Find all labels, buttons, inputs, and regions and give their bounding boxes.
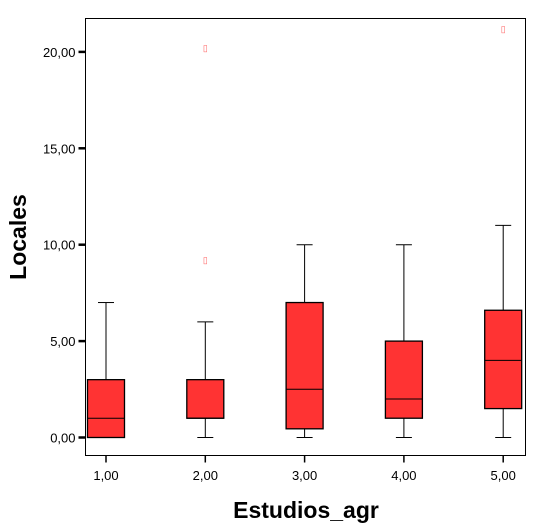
y-tick-label: 0,00 xyxy=(50,431,75,446)
x-axis: 1,00 2,00 3,00 4,00 5,00 xyxy=(93,456,516,484)
box-iqr xyxy=(88,380,125,438)
y-tick-label: 20,00 xyxy=(43,45,76,60)
y-tick-label: 15,00 xyxy=(43,141,76,156)
outlier-point: ▯ xyxy=(203,255,208,265)
box-iqr xyxy=(286,303,323,429)
y-axis: 0,00 5,00 10,00 15,00 20,00 xyxy=(43,45,86,446)
x-tick-label: 2,00 xyxy=(193,468,218,483)
y-tick-label: 10,00 xyxy=(43,238,76,253)
outlier-point: ▯ xyxy=(501,24,506,34)
x-axis-title: Estudios_agr xyxy=(233,497,379,523)
x-tick-label: 4,00 xyxy=(391,468,416,483)
y-tick-label: 5,00 xyxy=(50,334,75,349)
box-iqr xyxy=(385,341,422,418)
x-tick-label: 5,00 xyxy=(491,468,516,483)
box-iqr xyxy=(485,310,522,408)
box-iqr xyxy=(187,380,224,419)
y-axis-title: Locales xyxy=(5,194,31,280)
x-tick-label: 1,00 xyxy=(93,468,118,483)
x-tick-label: 3,00 xyxy=(292,468,317,483)
outlier-point: ▯ xyxy=(203,43,208,53)
